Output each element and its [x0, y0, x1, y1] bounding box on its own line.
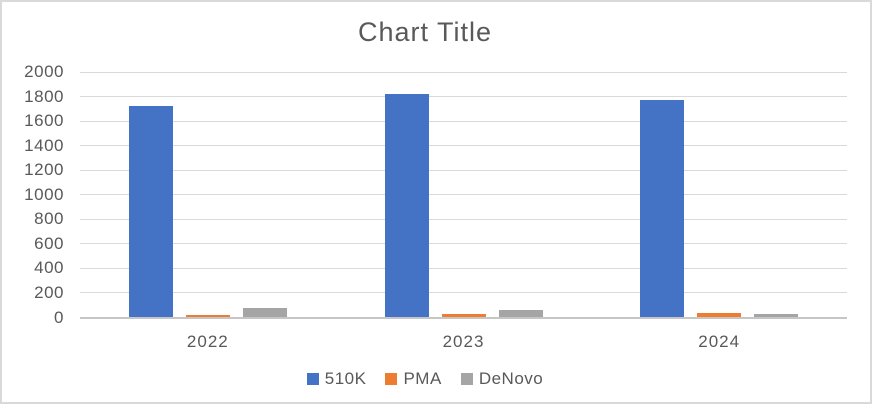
- legend-swatch-icon: [460, 373, 473, 385]
- bar-denovo-2023[interactable]: [498, 309, 543, 318]
- chart-title[interactable]: Chart Title: [357, 17, 493, 47]
- bar-pma-2023[interactable]: [441, 313, 486, 318]
- bar-denovo-2022[interactable]: [242, 307, 287, 318]
- gridline: [80, 218, 847, 220]
- bar-510k-2022[interactable]: [128, 106, 173, 318]
- legend-label: PMA: [403, 369, 442, 388]
- legend-label: 510K: [324, 369, 367, 388]
- legend-item-510k[interactable]: 510K: [306, 369, 367, 388]
- y-tick-label: 600: [34, 233, 64, 253]
- bar-pma-2024[interactable]: [697, 312, 742, 318]
- y-tick-label: 1200: [24, 160, 64, 180]
- bar-510k-2024[interactable]: [640, 99, 685, 318]
- gridline: [80, 145, 847, 147]
- legend-item-pma[interactable]: PMA: [385, 369, 442, 388]
- x-category-label: 2023: [442, 332, 485, 351]
- legend-item-denovo[interactable]: DeNovo: [460, 369, 544, 388]
- gridline: [80, 267, 847, 269]
- gridline: [80, 96, 847, 98]
- bar-denovo-2024[interactable]: [754, 314, 799, 318]
- gridline: [80, 169, 847, 171]
- gridline: [80, 292, 847, 294]
- y-tick-label: 1800: [24, 86, 64, 106]
- y-tick-label: 1000: [24, 184, 64, 204]
- gridline: [80, 194, 847, 196]
- x-category-label: 2024: [698, 332, 741, 351]
- legend-swatch-icon: [385, 373, 398, 385]
- x-category-label: 2022: [186, 332, 229, 351]
- gridline: [80, 120, 847, 122]
- y-tick-label: 200: [34, 282, 64, 302]
- y-tick-label: 0: [54, 307, 64, 327]
- y-tick-label: 400: [34, 258, 64, 278]
- y-tick-label: 800: [34, 209, 64, 229]
- x-axis-line: [80, 316, 847, 319]
- legend-label: DeNovo: [478, 369, 544, 388]
- bar-pma-2022[interactable]: [185, 315, 230, 318]
- y-tick-label: 1400: [24, 135, 64, 155]
- bar-510k-2023[interactable]: [384, 94, 429, 318]
- legend-swatch-icon: [306, 373, 319, 385]
- legend: 510K PMA DeNovo: [2, 368, 848, 390]
- y-tick-label: 1600: [24, 111, 64, 131]
- gridline: [80, 71, 847, 73]
- y-tick-label: 2000: [24, 62, 64, 81]
- gridline: [80, 243, 847, 245]
